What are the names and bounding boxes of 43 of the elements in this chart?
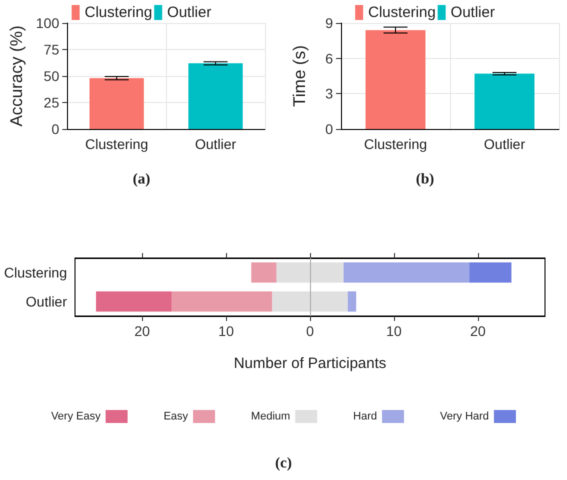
y-tick-label: 50 [44,68,60,84]
x-tick-label: 20 [470,323,486,339]
bar [276,262,344,283]
x-tick-label: Clustering [85,136,148,152]
legend-label: Outlier [450,4,495,21]
bar [172,291,272,312]
y-tick-label: 0 [325,121,334,137]
y-tick-label: 3 [325,86,334,102]
bar [348,291,356,312]
legend-label: Very Easy [51,410,102,422]
category-label: Clustering [4,264,67,280]
category-label: Outlier [26,294,67,310]
x-tick-label: Outlier [484,136,526,152]
legend-label: Clustering [368,4,436,21]
y-axis-title: Accuracy (%) [7,25,26,127]
y-tick-label: 25 [44,94,60,110]
bar [272,291,348,312]
x-tick-label: 0 [306,323,314,339]
bar [96,291,172,312]
legend-label: Medium [251,410,290,422]
y-axis-title: Time (s) [290,45,309,107]
text: (b) [416,172,434,188]
x-tick-label: Clustering [364,136,428,152]
text: (c) [275,456,292,472]
y-tick-label: 6 [325,50,334,66]
bar [344,262,470,283]
legend-label: Hard [353,410,378,422]
legend-label: Clustering [84,4,152,21]
y-tick-label: 9 [325,15,334,31]
x-axis-title: Number of Participants [234,355,386,372]
x-tick-label: Outlier [194,136,237,152]
x-tick-label: 10 [218,323,234,339]
bar [251,262,276,283]
legend-label: Very Hard [440,410,489,422]
legend-label: Easy [164,410,189,422]
legend-label: Outlier [167,4,212,21]
x-tick-label: 10 [386,323,402,339]
y-tick-label: 75 [44,42,60,58]
x-tick-label: 20 [134,323,150,339]
y-tick-label: 100 [36,15,60,31]
text: (a) [132,172,150,188]
y-tick-label: 0 [51,121,60,137]
bar [469,262,512,283]
